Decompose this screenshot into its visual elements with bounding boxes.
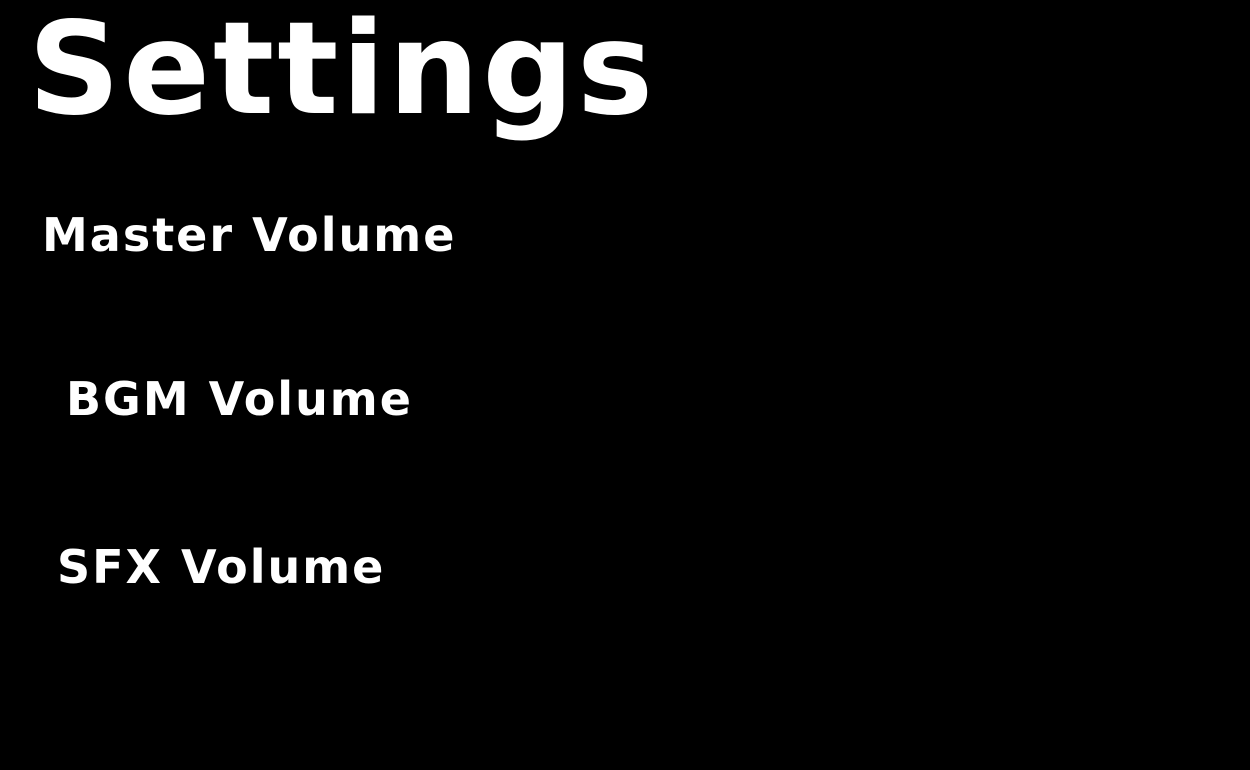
- master-volume-option[interactable]: Master Volume: [42, 208, 457, 262]
- page-title: Settings: [28, 0, 657, 144]
- bgm-volume-option[interactable]: BGM Volume: [66, 372, 413, 426]
- sfx-volume-option[interactable]: SFX Volume: [57, 540, 386, 594]
